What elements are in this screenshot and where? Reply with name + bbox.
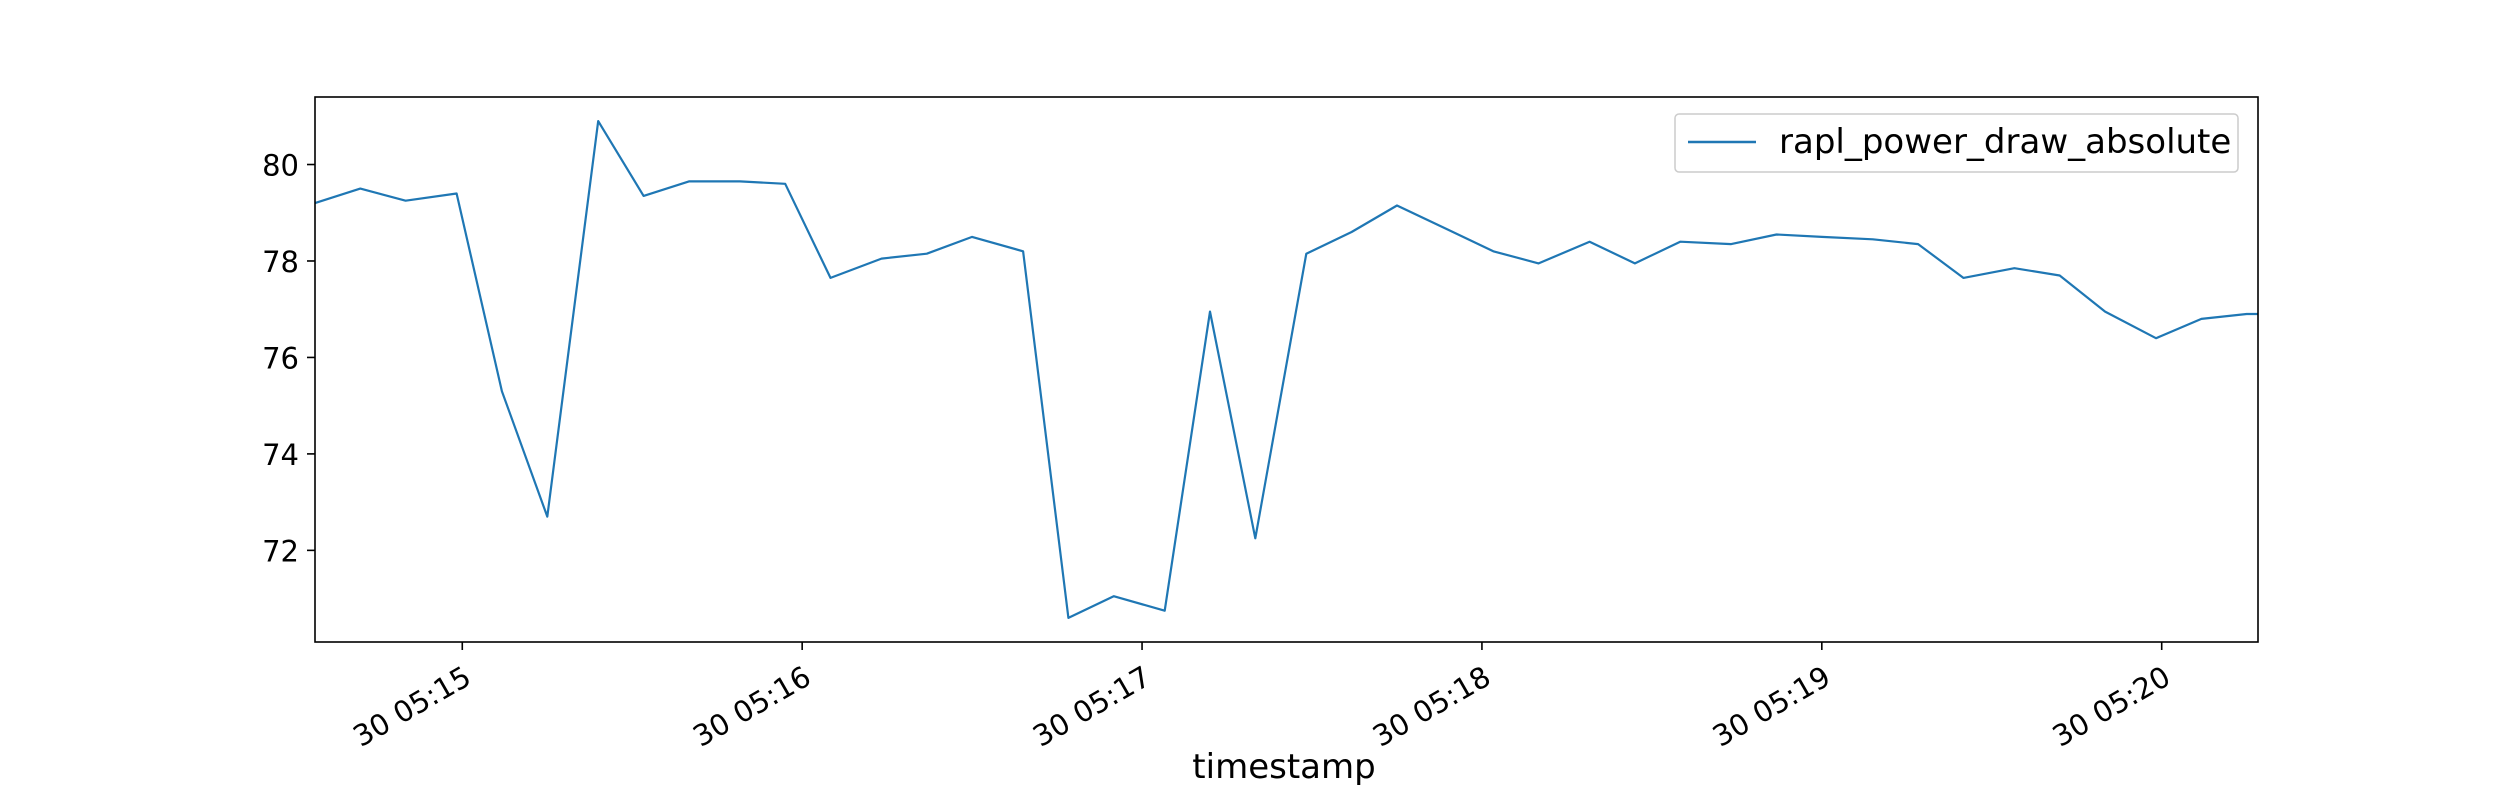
- legend-box: [1674, 113, 2239, 173]
- y-tick-label: 74: [262, 438, 299, 472]
- y-tick-label: 80: [262, 149, 299, 183]
- y-tick-label: 78: [262, 245, 299, 279]
- legend: rapl_power_draw_absolute: [1674, 113, 2239, 173]
- series-line: [314, 119, 2258, 620]
- x-tick-label: 30 05:20: [2047, 659, 2176, 753]
- x-tick-label: 30 05:16: [687, 659, 816, 753]
- plot-area: [314, 119, 2258, 620]
- y-tick-label: 76: [262, 341, 299, 375]
- x-tick-label: 30 05:15: [347, 659, 476, 753]
- x-tick-label: 30 05:17: [1027, 659, 1156, 753]
- x-tick-label: 30 05:18: [1367, 659, 1496, 753]
- y-tick-label: 72: [262, 534, 299, 568]
- x-axis-label: timestamp: [1192, 747, 1375, 787]
- x-tick-label: 30 05:19: [1707, 659, 1836, 753]
- axes: 72 74 76 78 80 30 05:15 30 05:16 30 05:17 30 05:…: [262, 96, 2259, 754]
- legend-label: rapl_power_draw_absolute: [1779, 122, 2231, 162]
- plot-frame: [314, 96, 2259, 643]
